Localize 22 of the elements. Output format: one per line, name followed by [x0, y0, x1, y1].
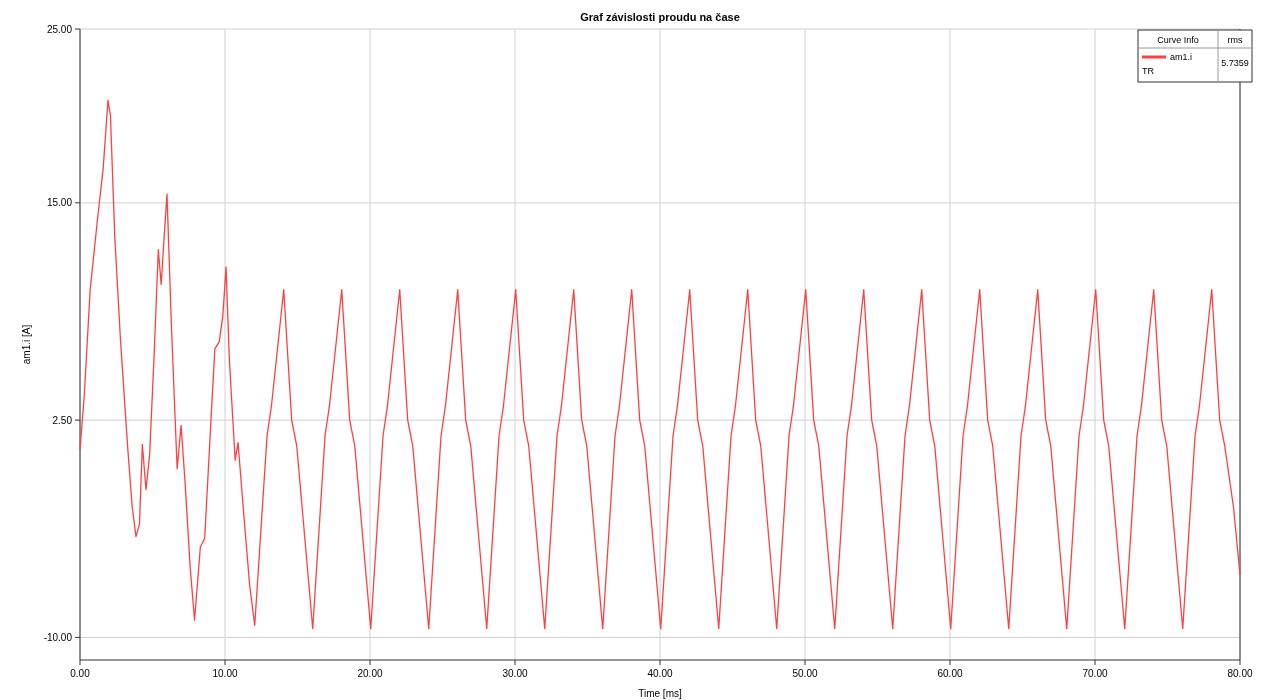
annotation: rms — [1227, 35, 1243, 45]
y-tick-label: -10.00 — [43, 631, 73, 643]
x-tick-label: 70.00 — [1082, 668, 1108, 679]
chart-title: Graf závislosti proudu na čase — [580, 11, 740, 23]
legend-label: am1.i — [1170, 52, 1193, 62]
y-tick-label: 2.50 — [52, 414, 73, 426]
x-tick-label: 10.00 — [212, 668, 238, 679]
x-tick-label: 40.00 — [647, 668, 673, 679]
x-tick-label: 20.00 — [357, 668, 383, 679]
annotation: TR — [1142, 66, 1155, 76]
line-series — [79, 99, 1241, 630]
x-tick-label: 50.00 — [792, 668, 818, 679]
x-tick-label: 30.00 — [502, 668, 528, 679]
y-axis-title: am1.i [A] — [21, 324, 32, 365]
y-tick-label: 15.00 — [46, 197, 73, 209]
annotation: 5.7359 — [1221, 58, 1249, 68]
x-axis-title: Time [ms] — [638, 688, 682, 699]
annotation: Curve Info — [1157, 35, 1199, 45]
x-tick-label: 80.00 — [1227, 668, 1253, 679]
x-tick-label: 0.00 — [70, 668, 91, 679]
x-tick-label: 60.00 — [937, 668, 963, 679]
y-tick-label: 25.00 — [46, 23, 73, 35]
